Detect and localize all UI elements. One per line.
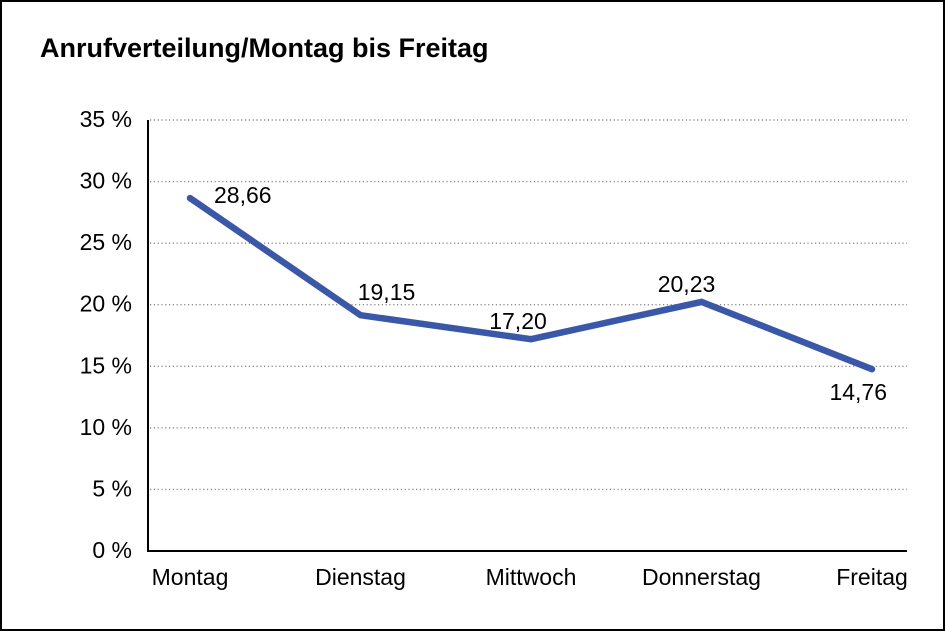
x-tick-label: Mittwoch — [486, 564, 577, 590]
labels-layer: 0 % 5 % 10 % 15 % 20 % 25 % 30 % 35 % Montag Dien… — [80, 106, 908, 590]
y-tick-label: 30 % — [80, 168, 132, 194]
data-point-label: 19,15 — [358, 279, 416, 305]
axis-lines — [147, 120, 907, 552]
gridlines-layer — [150, 119, 907, 491]
x-tick-label: Montag — [152, 564, 229, 590]
x-tick-label: Freitag — [836, 564, 908, 590]
data-point-label: 28,66 — [214, 182, 272, 208]
y-tick-label: 10 % — [80, 414, 132, 440]
y-tick-label: 35 % — [80, 106, 132, 132]
data-point-label: 14,76 — [829, 379, 887, 405]
y-tick-label: 20 % — [80, 291, 132, 317]
x-tick-label: Dienstag — [315, 564, 406, 590]
y-tick-label: 15 % — [80, 352, 132, 378]
y-tick-label: 5 % — [92, 475, 132, 501]
data-point-label: 17,20 — [489, 308, 547, 334]
y-tick-label: 0 % — [92, 537, 132, 563]
x-tick-label: Donnerstag — [642, 564, 761, 590]
chart-title: Anrufverteilung/Montag bis Freitag — [40, 33, 489, 63]
series-line — [186, 194, 876, 373]
axes-layer — [147, 120, 907, 552]
data-point-label: 20,23 — [658, 271, 716, 297]
y-tick-label: 25 % — [80, 229, 132, 255]
series-layer — [186, 194, 876, 373]
